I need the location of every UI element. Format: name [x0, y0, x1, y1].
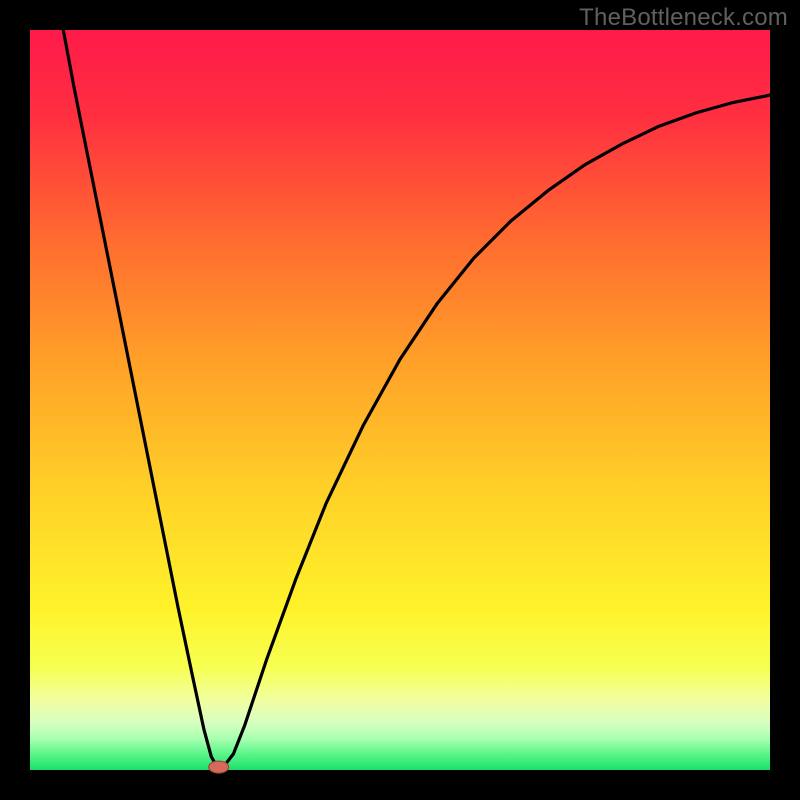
plot-background	[30, 30, 770, 770]
watermark-text: TheBottleneck.com	[579, 4, 788, 32]
bottleneck-chart	[0, 0, 800, 800]
chart-frame: TheBottleneck.com	[0, 0, 800, 800]
minimum-marker	[209, 761, 229, 773]
